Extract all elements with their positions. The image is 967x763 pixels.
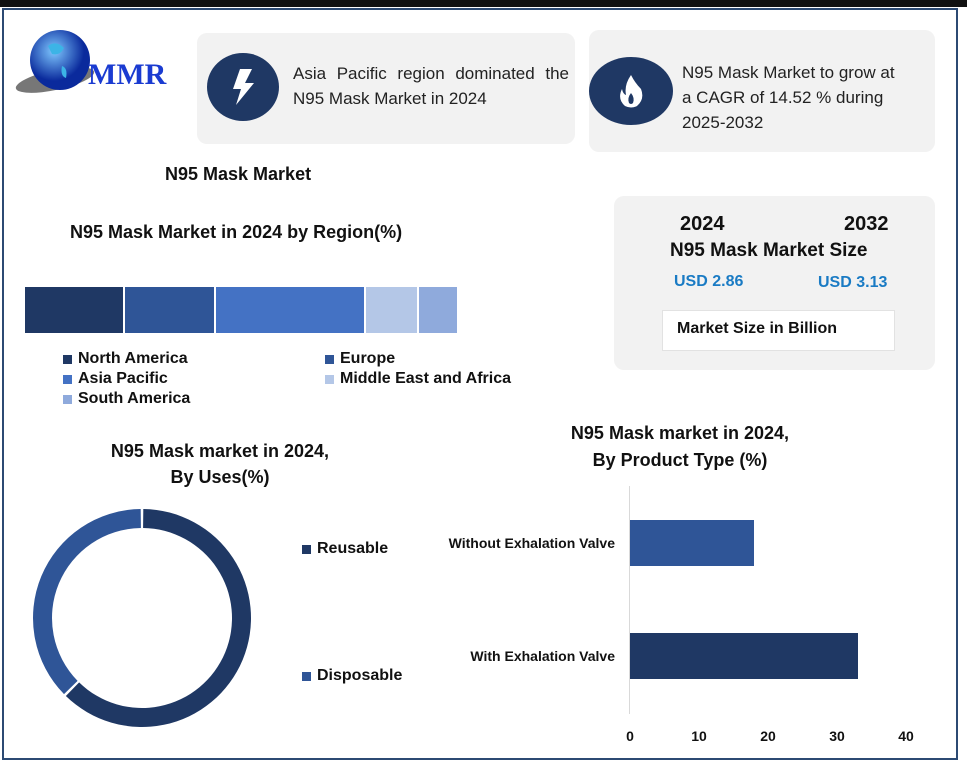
legend-label: North America bbox=[78, 350, 188, 367]
product-y-axis bbox=[629, 486, 630, 714]
region-segment-asia-pacific bbox=[215, 287, 364, 333]
cagr-line-3: 2025-2032 bbox=[682, 113, 764, 132]
value-start: USD 2.86 bbox=[674, 273, 744, 290]
region-segment-middle-east-and-africa bbox=[365, 287, 417, 333]
product-category-label: With Exhalation Valve bbox=[470, 648, 615, 664]
legend-label: South America bbox=[78, 390, 191, 407]
legend-item-south-america: South America bbox=[63, 390, 190, 408]
unit-note: Market Size in Billion bbox=[662, 310, 895, 351]
highlight-card-region: Asia Pacific region dominated the N95 Ma… bbox=[197, 33, 575, 144]
region-stacked-bar bbox=[25, 287, 457, 333]
x-tick-label: 0 bbox=[626, 728, 634, 744]
legend-item-disposable: Disposable bbox=[302, 667, 402, 685]
flame-icon bbox=[589, 57, 673, 125]
globe-icon bbox=[15, 30, 95, 93]
donut-slice-disposable bbox=[33, 509, 141, 695]
legend-item-europe: Europe bbox=[325, 350, 395, 368]
legend-label: Disposable bbox=[317, 667, 403, 684]
product-bar-without-exhalation-valve bbox=[630, 520, 755, 566]
uses-title-line-2: By Uses(%) bbox=[170, 467, 270, 487]
x-tick-label: 40 bbox=[898, 728, 914, 744]
x-tick-label: 30 bbox=[829, 728, 845, 744]
legend-swatch bbox=[325, 374, 334, 384]
legend-label: Reusable bbox=[317, 540, 389, 557]
legend-swatch bbox=[63, 354, 72, 364]
legend-item-north-america: North America bbox=[63, 350, 188, 368]
market-size-title: N95 Mask Market Size bbox=[670, 240, 868, 261]
infographic-frame bbox=[2, 8, 958, 760]
region-chart-title: N95 Mask Market in 2024 by Region(%) bbox=[70, 222, 403, 242]
product-chart-title: N95 Mask market in 2024, By Product Type… bbox=[530, 420, 830, 474]
cagr-line-2: a CAGR of 14.52 % during bbox=[682, 88, 884, 107]
legend-swatch bbox=[302, 544, 311, 554]
legend-item-asia-pacific: Asia Pacific bbox=[63, 370, 168, 388]
product-title-line-2: By Product Type (%) bbox=[592, 450, 768, 470]
main-title: N95 Mask Market bbox=[165, 164, 312, 184]
region-segment-north-america bbox=[25, 287, 123, 333]
highlight-text-cagr: N95 Mask Market to grow at a CAGR of 14.… bbox=[682, 60, 932, 135]
uses-donut-chart bbox=[33, 509, 252, 727]
highlight-text-region: Asia Pacific region dominated the N95 Ma… bbox=[293, 64, 569, 108]
product-category-label: Without Exhalation Valve bbox=[448, 535, 615, 551]
top-bar bbox=[0, 0, 967, 7]
region-segment-south-america bbox=[418, 287, 457, 333]
cagr-line-1: N95 Mask Market to grow at bbox=[682, 63, 895, 82]
legend-swatch bbox=[325, 354, 334, 364]
legend-swatch bbox=[302, 671, 311, 681]
year-start: 2024 bbox=[680, 213, 725, 235]
legend-label: Europe bbox=[340, 350, 396, 367]
year-end: 2032 bbox=[844, 213, 889, 235]
donut-slice-reusable bbox=[65, 509, 252, 727]
legend-item-middle-east-and-africa: Middle East and Africa bbox=[325, 370, 511, 388]
highlight-card-cagr: N95 Mask Market to grow at a CAGR of 14.… bbox=[589, 30, 935, 152]
uses-title-line-1: N95 Mask market in 2024, bbox=[110, 441, 330, 461]
x-tick-label: 10 bbox=[691, 728, 707, 744]
product-bar-with-exhalation-valve bbox=[630, 633, 858, 679]
mmr-logo: MMR bbox=[10, 28, 190, 100]
legend-label: Asia Pacific bbox=[78, 370, 168, 387]
legend-swatch bbox=[63, 394, 72, 404]
legend-swatch bbox=[63, 374, 72, 384]
market-size-card: 2024 2032 N95 Mask Market Size USD 2.86 … bbox=[614, 196, 935, 370]
legend-item-reusable: Reusable bbox=[302, 540, 388, 558]
logo-text: MMR bbox=[88, 58, 167, 91]
legend-label: Middle East and Africa bbox=[340, 370, 511, 387]
region-segment-europe bbox=[124, 287, 214, 333]
lightning-icon bbox=[207, 53, 279, 121]
x-tick-label: 20 bbox=[760, 728, 776, 744]
uses-chart-title: N95 Mask market in 2024, By Uses(%) bbox=[90, 438, 350, 490]
product-title-line-1: N95 Mask market in 2024, bbox=[570, 423, 790, 443]
value-end: USD 3.13 bbox=[818, 274, 888, 291]
